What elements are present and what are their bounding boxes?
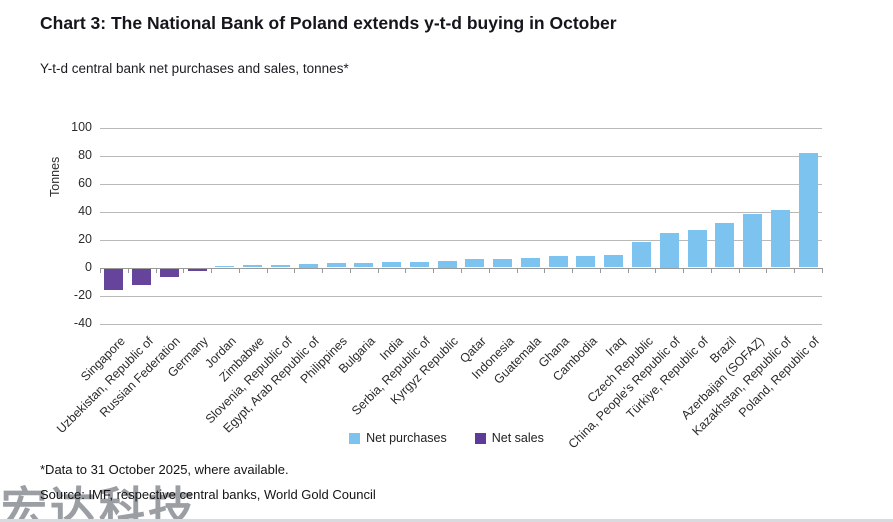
x-tick-mark: [544, 267, 546, 273]
x-tick-mark: [683, 267, 685, 273]
bar-net-purchases: [632, 242, 651, 268]
y-tick-label: 40: [78, 203, 92, 218]
x-tick-mark: [599, 267, 601, 273]
bar-net-purchases: [798, 152, 818, 268]
y-tick-label: 0: [85, 259, 92, 274]
x-tick-mark: [488, 267, 490, 273]
x-tick-mark: [183, 267, 185, 273]
x-tick-mark: [155, 267, 157, 273]
bar-net-purchases: [382, 261, 402, 268]
y-axis-title: Tonnes: [48, 156, 62, 197]
y-tick-label: 60: [78, 175, 92, 190]
bar-net-purchases: [770, 210, 790, 268]
y-tick-label: 100: [71, 119, 92, 134]
x-tick-mark: [294, 267, 296, 273]
footnote: *Data to 31 October 2025, where availabl…: [40, 462, 289, 477]
bar-net-purchases: [465, 259, 485, 268]
x-tick-mark: [516, 267, 518, 273]
gridline: [100, 239, 822, 241]
x-tick-mark: [822, 267, 823, 273]
bottom-edge-strip: [0, 519, 893, 522]
bar-net-purchases: [576, 255, 596, 268]
source-line: Source: IMF, respective central banks, W…: [40, 487, 376, 502]
x-tick-mark: [377, 267, 379, 273]
y-tick-label: 80: [78, 147, 92, 162]
x-tick-mark: [349, 267, 351, 273]
x-tick-mark: [794, 267, 796, 273]
x-tick-mark: [405, 267, 407, 273]
bar-net-purchases: [326, 263, 346, 268]
bar-net-purchases: [271, 264, 290, 268]
bar-net-purchases: [659, 232, 679, 268]
net-purchases-swatch-icon: [349, 432, 361, 444]
bar-net-sales: [159, 268, 179, 277]
bar-net-purchases: [298, 264, 318, 268]
x-tick-mark: [766, 267, 768, 273]
legend: Net purchases Net sales: [0, 431, 893, 445]
bar-net-purchases: [243, 265, 263, 268]
legend-item-net-sales: Net sales: [474, 431, 544, 445]
bar-net-sales: [104, 268, 124, 290]
x-tick-mark: [433, 267, 435, 273]
watermark-text: 宏达科技: [1, 483, 197, 522]
gridline: [100, 295, 822, 297]
legend-label: Net sales: [491, 431, 544, 445]
gridline: [100, 183, 822, 185]
x-tick-mark: [627, 267, 629, 273]
x-tick-mark: [266, 267, 268, 273]
bar-net-purchases: [493, 259, 513, 268]
bar-net-purchases: [604, 254, 624, 268]
x-tick-mark: [238, 267, 240, 273]
gridline: [100, 155, 822, 157]
bar-net-purchases: [548, 256, 568, 268]
chart-title: Chart 3: The National Bank of Poland ext…: [40, 13, 617, 33]
x-tick-mark: [211, 267, 213, 273]
bar-net-purchases: [743, 214, 763, 268]
y-tick-label: 20: [78, 231, 92, 246]
gridline: [100, 127, 822, 129]
x-tick-mark: [738, 267, 740, 273]
x-tick-mark: [710, 267, 712, 273]
x-tick-mark: [655, 267, 657, 273]
bar-net-sales: [132, 268, 152, 286]
gridline: [100, 323, 822, 325]
net-sales-swatch-icon: [474, 432, 486, 444]
legend-item-net-purchases: Net purchases: [349, 431, 447, 445]
x-tick-mark: [127, 267, 129, 273]
y-tick-label: -40: [73, 315, 92, 330]
bar-net-purchases: [520, 258, 540, 268]
bar-net-purchases: [409, 261, 429, 268]
bar-net-purchases: [437, 260, 457, 268]
x-tick-mark: [572, 267, 574, 273]
bar-net-purchases: [354, 263, 374, 268]
legend-label: Net purchases: [366, 431, 447, 445]
chart-subtitle: Y-t-d central bank net purchases and sal…: [40, 61, 349, 76]
y-tick-label: -20: [73, 287, 92, 302]
bar-net-purchases: [715, 222, 735, 268]
bar-net-purchases: [687, 229, 707, 268]
gridline: [100, 211, 822, 213]
bar-net-purchases: [215, 266, 235, 268]
x-tick-mark: [100, 267, 101, 273]
bar-net-sales: [187, 268, 207, 272]
x-tick-mark: [322, 267, 324, 273]
x-tick-mark: [461, 267, 462, 273]
